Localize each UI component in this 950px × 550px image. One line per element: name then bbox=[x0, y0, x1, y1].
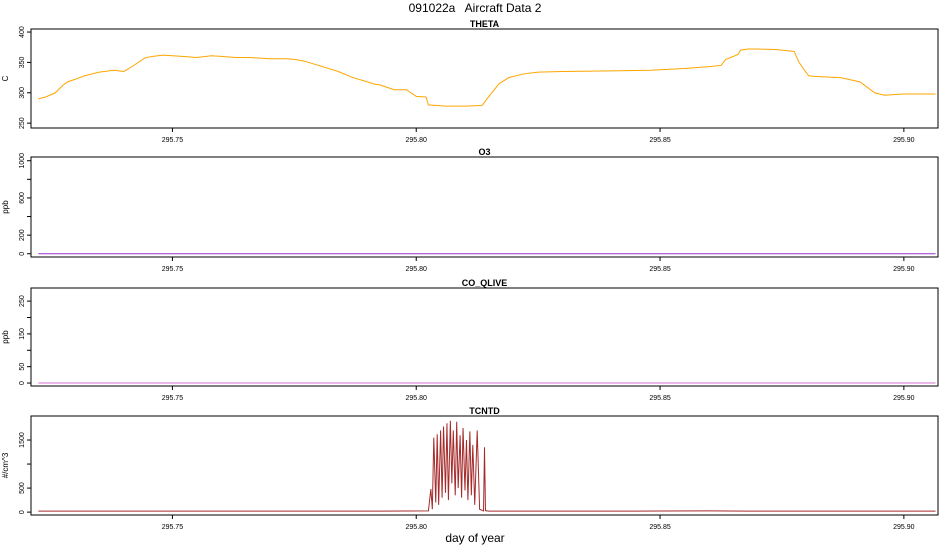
y-tick-label: 50 bbox=[19, 363, 26, 371]
panel-title: O3 bbox=[478, 147, 490, 157]
x-tick-label: 295.90 bbox=[893, 137, 915, 144]
series-line bbox=[38, 48, 936, 107]
y-axis-label: ppb bbox=[1, 200, 10, 214]
x-tick-label: 295.75 bbox=[162, 524, 184, 531]
x-tick-label: 295.85 bbox=[649, 395, 671, 402]
panel-o3: O3 ppb 295.75 295.80 295.85 295.90 0 200 600 1000 bbox=[1, 147, 939, 273]
x-tick-label: 295.75 bbox=[162, 266, 184, 273]
plot-frame bbox=[30, 287, 939, 387]
panel-title: TCNTD bbox=[469, 406, 500, 416]
x-tick-label: 295.80 bbox=[406, 137, 428, 144]
y-tick-label: 250 bbox=[19, 295, 26, 307]
y-tick-label: 150 bbox=[19, 328, 26, 340]
x-axis-label: day of year bbox=[445, 531, 505, 545]
panel-title: CO_QLIVE bbox=[462, 278, 508, 288]
x-tick-label: 295.85 bbox=[649, 266, 671, 273]
x-tick-label: 295.80 bbox=[406, 266, 428, 273]
x-tick-label: 295.90 bbox=[893, 395, 915, 402]
y-tick-label: 500 bbox=[19, 482, 26, 494]
x-tick-label: 295.85 bbox=[649, 137, 671, 144]
panel-theta: THETA C 295.75 295.80 295.85 295.90 250 300 350 4… bbox=[1, 19, 939, 144]
y-tick-label: 0 bbox=[19, 510, 26, 514]
series-line bbox=[38, 420, 936, 512]
y-tick-label: 600 bbox=[19, 192, 26, 204]
y-tick-label: 250 bbox=[19, 117, 26, 129]
figure-title: 091022a Aircraft Data 2 bbox=[408, 1, 542, 15]
y-tick-label: 0 bbox=[19, 252, 26, 256]
x-tick-label: 295.75 bbox=[162, 137, 184, 144]
y-axis-label: ppb bbox=[1, 330, 10, 344]
y-tick-label: 0 bbox=[19, 381, 26, 385]
y-tick-label: 1500 bbox=[19, 432, 26, 448]
panel-tcntd: TCNTD #/cm^3 295.75 295.80 295.85 295.90 0 500 1… bbox=[1, 406, 939, 531]
y-tick-label: 400 bbox=[19, 26, 26, 38]
x-tick-label: 295.90 bbox=[893, 524, 915, 531]
plot-frame bbox=[30, 28, 939, 129]
y-tick-label: 200 bbox=[19, 229, 26, 241]
panel-title: THETA bbox=[470, 19, 500, 29]
x-tick-label: 295.85 bbox=[649, 524, 671, 531]
plot-frame bbox=[30, 415, 939, 516]
x-tick-label: 295.90 bbox=[893, 266, 915, 273]
y-tick-label: 350 bbox=[19, 56, 26, 68]
x-tick-label: 295.75 bbox=[162, 395, 184, 402]
y-axis-label: #/cm^3 bbox=[1, 452, 10, 478]
y-axis-label: C bbox=[1, 75, 10, 81]
plot-frame bbox=[30, 156, 939, 258]
x-tick-label: 295.80 bbox=[406, 395, 428, 402]
y-tick-label: 1000 bbox=[19, 153, 26, 169]
x-tick-label: 295.80 bbox=[406, 524, 428, 531]
y-tick-label: 300 bbox=[19, 87, 26, 99]
